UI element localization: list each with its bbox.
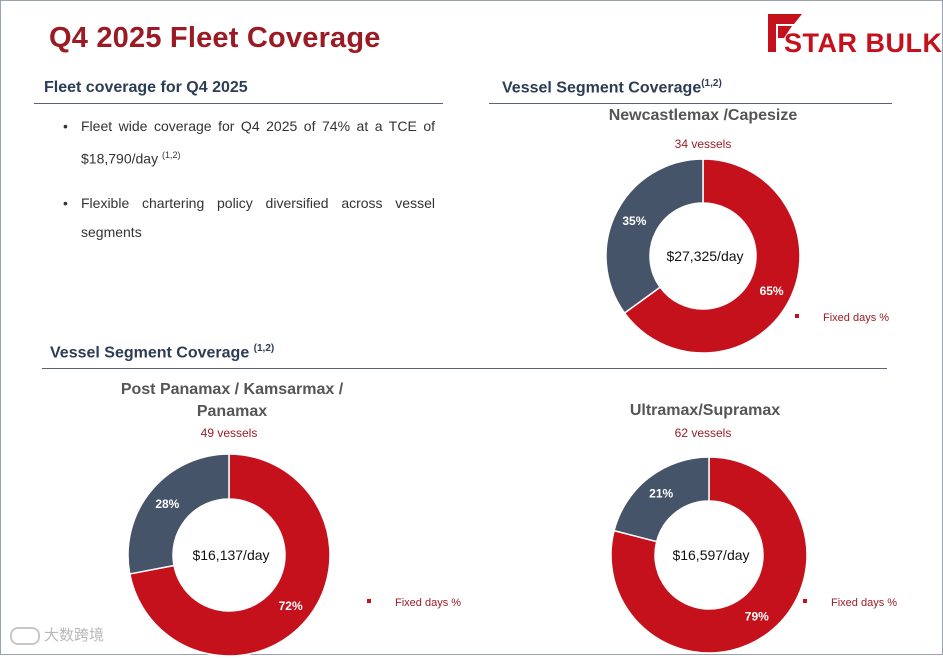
chart-panamax-title: Post Panamax / Kamsarmax / Panamax [92,379,372,423]
donut-slice-label: 79% [745,610,769,624]
page-title: Q4 2025 Fleet Coverage [49,22,381,54]
segment-heading-bottom-text: Vessel Segment Coverage [50,344,254,362]
bullet-chartering-text: Flexible chartering policy diversified a… [81,194,435,240]
donut-slice-open [127,453,230,575]
bullet-coverage: Fleet wide coverage for Q4 2025 of 74% a… [63,112,435,174]
donut-center-label: $27,325/day [666,248,743,264]
segment-heading-top-footnote: (1,2) [701,78,722,89]
chart-panamax-title-line2: Panamax [196,403,268,420]
chart-ultramax-title: Ultramax/Supramax [629,402,781,419]
fleet-bullets: Fleet wide coverage for Q4 2025 of 74% a… [63,112,435,247]
watermark-icon [10,627,40,646]
donut-slice-fixed [610,456,808,654]
fleet-coverage-heading: Fleet coverage for Q4 2025 [44,79,248,96]
logo-star-icon [768,14,802,52]
bullet-coverage-footnote: (1,2) [161,150,181,160]
donut-slice-fixed [128,453,331,657]
chart-ultramax-vessels: 62 vessels [674,426,732,440]
star-bulk-logo: STAR BULK [766,14,942,58]
segment-heading-bottom-rule [42,368,887,369]
donut-slice-label: 65% [760,284,784,298]
chart-panamax-vessels: 49 vessels [200,426,258,440]
bullet-coverage-text: Fleet wide coverage for Q4 2025 of 74% a… [81,118,435,167]
bullet-chartering: Flexible chartering policy diversified a… [63,189,435,247]
segment-heading-top: Vessel Segment Coverage(1,2) [502,78,722,97]
chart-capesize-vessels: 34 vessels [674,137,732,151]
chart-ultramax-donut: 79% 21% $16,597/day [610,456,808,654]
chart-capesize-legend: Fixed days % [795,312,889,324]
legend-swatch [367,599,371,604]
chart-panamax-legend-label: Fixed days % [395,597,462,609]
donut-slice-label: 35% [622,214,646,228]
segment-heading-top-rule [489,103,892,104]
chart-panamax-title-line1: Post Panamax / Kamsarmax / [120,381,344,398]
donut-slice-open [613,456,710,543]
segment-heading-bottom-footnote: (1,2) [253,343,275,354]
legend-swatch [795,314,799,319]
chart-capesize-title: Newcastlemax /Capesize [608,107,798,124]
donut-slice-open [605,158,704,315]
chart-capesize-legend-label: Fixed days % [823,312,890,324]
chart-capesize-donut: 65% 35% $27,325/day [605,158,801,354]
chart-ultramax-legend-label: Fixed days % [831,597,898,609]
logo-text: STAR BULK [784,28,943,58]
watermark-text: 大数跨境 [44,627,105,644]
donut-slice-label: 72% [279,599,303,613]
chart-panamax-donut: 72% 28% $16,137/day [127,453,331,657]
donut-center-label: $16,597/day [672,547,749,563]
chart-panamax-legend: Fixed days % [367,597,461,609]
fleet-heading-rule [34,103,443,104]
legend-swatch [803,599,807,604]
donut-center-label: $16,137/day [192,547,269,563]
segment-heading-bottom: Vessel Segment Coverage (1,2) [50,343,274,362]
chart-ultramax-legend: Fixed days % [803,597,897,609]
donut-slice-label: 21% [649,486,673,500]
donut-slice-fixed [623,158,801,354]
segment-heading-top-text: Vessel Segment Coverage [502,79,702,97]
donut-slice-label: 28% [155,497,179,511]
watermark: 大数跨境 [10,624,105,646]
